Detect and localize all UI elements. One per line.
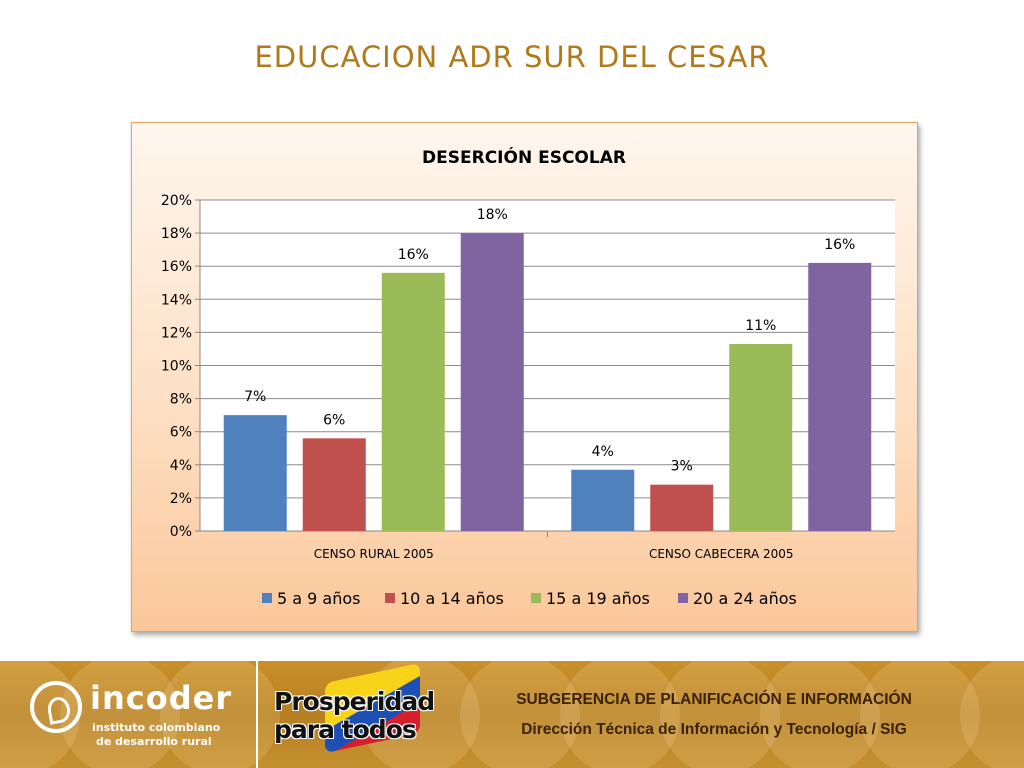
legend-label: 15 a 19 años [546, 589, 650, 608]
bar [302, 438, 366, 531]
chart-container: DESERCIÓN ESCOLAR 7% 6% 16% 18% 4% 3% 11% 16% 0… [131, 122, 918, 632]
data-label: 4% [592, 444, 614, 460]
bar [223, 415, 287, 531]
y-tick-label: 8% [170, 392, 192, 408]
prosperidad-logo: Prosperidad para todos [270, 662, 435, 761]
bar [650, 484, 714, 531]
legend-label: 10 a 14 años [400, 589, 504, 608]
y-tick-label: 4% [170, 458, 192, 474]
bar [381, 272, 445, 531]
y-tick-label: 0% [170, 524, 192, 540]
y-tick-label: 12% [161, 325, 192, 341]
y-tick-label: 18% [161, 226, 192, 242]
bar [571, 469, 635, 531]
footer-banner: incoder instituto colombiano de desarrol… [0, 661, 1024, 768]
bar [729, 343, 793, 531]
bar-chart: DESERCIÓN ESCOLAR 7% 6% 16% 18% 4% 3% 11% 16% 0… [161, 146, 895, 608]
legend-label: 20 a 24 años [693, 589, 797, 608]
data-label: 6% [323, 412, 345, 428]
legend-swatch [385, 593, 395, 603]
legend-swatch [678, 593, 688, 603]
y-tick-label: 10% [161, 359, 192, 375]
data-label: 18% [477, 207, 508, 223]
data-label: 3% [671, 459, 693, 475]
legend-swatch [531, 593, 541, 603]
bar [808, 262, 872, 531]
y-tick-label: 20% [161, 193, 192, 209]
legend-label: 5 a 9 años [277, 589, 361, 608]
legend-swatch [262, 593, 272, 603]
x-category-label: CENSO RURAL 2005 [314, 547, 434, 561]
footer-divider [256, 661, 258, 768]
y-tick-label: 2% [170, 491, 192, 507]
slide-title: EDUCACION ADR SUR DEL CESAR [254, 40, 770, 74]
slogan-line-1: Prosperidad [274, 687, 435, 716]
y-tick-label: 14% [161, 292, 192, 308]
incoder-subtitle-2: de desarrollo rural [96, 735, 212, 748]
slogan-line-2: para todos [274, 715, 417, 744]
incoder-subtitle-1: instituto colombiano [92, 721, 221, 734]
y-tick-label: 6% [170, 425, 192, 441]
data-label: 7% [244, 389, 266, 405]
incoder-leaf-icon [30, 681, 82, 733]
data-label: 11% [745, 318, 776, 334]
y-tick-label: 16% [161, 259, 192, 275]
bar [460, 233, 524, 531]
incoder-logo: incoder instituto colombiano de desarrol… [30, 679, 255, 754]
data-label: 16% [824, 237, 855, 253]
chart-title: DESERCIÓN ESCOLAR [422, 146, 626, 168]
incoder-name: incoder [90, 679, 233, 717]
x-category-label: CENSO CABECERA 2005 [649, 547, 794, 561]
footer-department: SUBGERENCIA DE PLANIFICACIÓN E INFORMACI… [516, 691, 912, 708]
footer-directorate: Dirección Técnica de Información y Tecno… [521, 721, 907, 738]
data-label: 16% [398, 247, 429, 263]
